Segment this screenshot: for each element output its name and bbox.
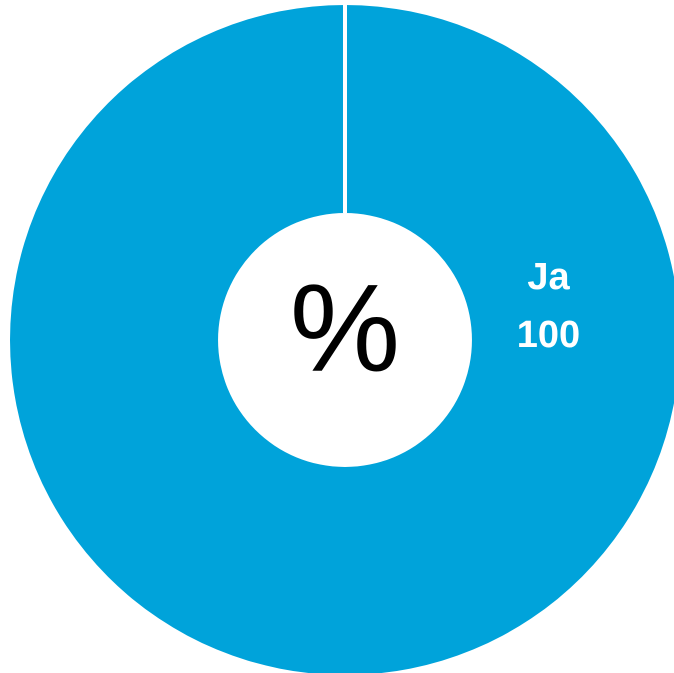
center-label: % xyxy=(290,260,400,398)
slice-category: Ja xyxy=(527,256,570,298)
donut-slice xyxy=(10,5,674,673)
slice-value: 100 xyxy=(517,314,580,356)
